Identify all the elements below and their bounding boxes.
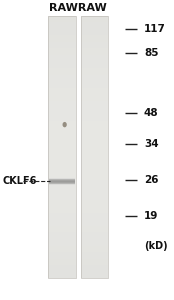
Bar [81,180,108,186]
Bar [48,127,76,134]
Bar [48,213,76,219]
Bar [48,22,76,29]
Bar [81,16,108,22]
Bar [81,22,108,29]
Bar [81,68,108,75]
Bar [81,239,108,246]
Bar [48,186,76,193]
Bar [81,154,108,160]
Bar [48,42,76,49]
Bar [81,94,108,101]
Bar [81,213,108,219]
Bar [48,252,76,259]
Bar [48,272,76,278]
Bar [81,226,108,232]
Bar [81,272,108,278]
Bar [81,121,108,127]
Bar [81,200,108,206]
Bar [48,160,76,167]
Bar [48,35,76,42]
Text: CKLF6: CKLF6 [2,176,37,186]
Bar [48,49,76,55]
Bar [81,16,108,278]
Bar [48,239,76,246]
Bar [48,232,76,239]
Bar [81,61,108,68]
Bar [81,88,108,94]
Text: 34: 34 [144,139,159,149]
Bar [48,246,76,252]
Bar [48,206,76,213]
Bar [81,101,108,108]
Bar [48,219,76,226]
Text: (kD): (kD) [144,241,168,250]
Bar [81,232,108,239]
Bar [81,75,108,81]
Bar [81,134,108,140]
Bar [81,127,108,134]
Bar [81,186,108,193]
Ellipse shape [62,122,67,127]
Bar [81,173,108,180]
Bar [48,226,76,232]
Text: 19: 19 [144,211,158,221]
Text: 117: 117 [144,24,166,34]
Bar [48,121,76,127]
Bar [48,108,76,114]
Bar [81,140,108,147]
Bar [48,16,76,278]
Bar [48,55,76,62]
Bar [48,75,76,81]
Bar [48,259,76,265]
Bar [48,94,76,101]
Bar [48,29,76,35]
Bar [48,193,76,200]
Bar [81,193,108,200]
Bar [48,200,76,206]
Bar [81,167,108,173]
Bar [81,35,108,42]
Bar [48,173,76,180]
Bar [81,29,108,35]
Bar [48,68,76,75]
Bar [48,180,76,186]
Bar [81,49,108,55]
Bar [81,81,108,88]
Text: RAWRAW: RAWRAW [49,3,107,13]
Bar [81,252,108,259]
Bar [81,160,108,167]
Text: 85: 85 [144,48,159,58]
Bar [81,114,108,121]
Bar [48,134,76,140]
Bar [81,108,108,114]
Bar [81,246,108,252]
Text: 48: 48 [144,108,159,118]
Bar [81,219,108,226]
Bar [48,265,76,272]
Bar [48,88,76,94]
Bar [81,265,108,272]
Bar [81,42,108,49]
Bar [81,55,108,62]
Bar [48,114,76,121]
Text: 26: 26 [144,175,159,185]
Bar [48,101,76,108]
Bar [48,81,76,88]
Bar [81,147,108,154]
Bar [48,16,76,22]
Bar [48,147,76,154]
Bar [48,140,76,147]
Bar [48,167,76,173]
Bar [48,154,76,160]
Bar [81,206,108,213]
Bar [81,259,108,265]
Bar [48,61,76,68]
